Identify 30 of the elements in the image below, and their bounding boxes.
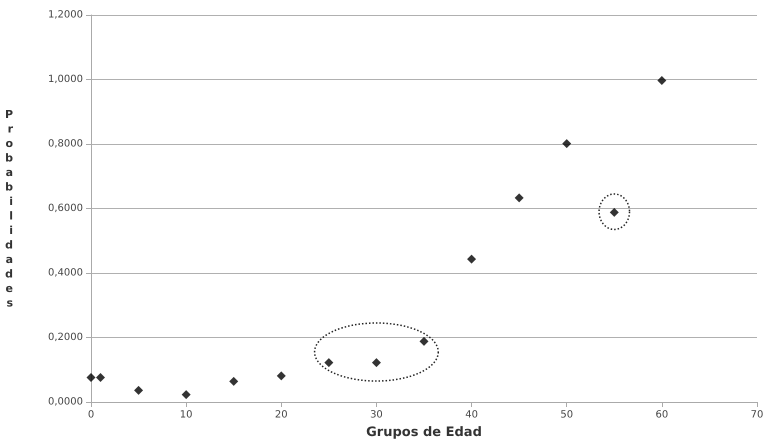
point [657, 76, 666, 85]
x-tick-label: 70 [750, 410, 764, 420]
point [420, 336, 428, 346]
text: Probabilidades [4, 108, 13, 310]
x-tick-label: 20 [274, 410, 288, 420]
point [96, 372, 106, 382]
x-tick-label: 50 [560, 410, 574, 420]
x-tick-label: 40 [465, 410, 478, 420]
point [229, 376, 238, 386]
point [86, 372, 96, 382]
point [514, 193, 524, 202]
point [372, 358, 381, 368]
x-tick-label: 60 [655, 410, 668, 420]
point [562, 139, 572, 148]
point [276, 371, 286, 380]
x-tick-label: 30 [370, 410, 383, 420]
point [134, 386, 144, 395]
x-tick-label: 10 [180, 410, 193, 420]
y-tick-label: 1,0000 [48, 74, 83, 85]
y-tick-label: 0,2000 [48, 332, 83, 343]
x-axis-title: Grupos de Edad [366, 425, 482, 440]
y-tick-label: 0,0000 [48, 396, 83, 408]
y-tick-label: 0,8000 [48, 138, 83, 150]
y-tick-label: 0,4000 [48, 268, 83, 278]
y-tick-label: 1,2000 [48, 10, 83, 20]
point [324, 358, 334, 368]
y-tick-label: 0,6000 [48, 203, 83, 214]
x-tick-label: 0 [88, 410, 94, 420]
point [467, 254, 476, 264]
point [182, 390, 191, 400]
